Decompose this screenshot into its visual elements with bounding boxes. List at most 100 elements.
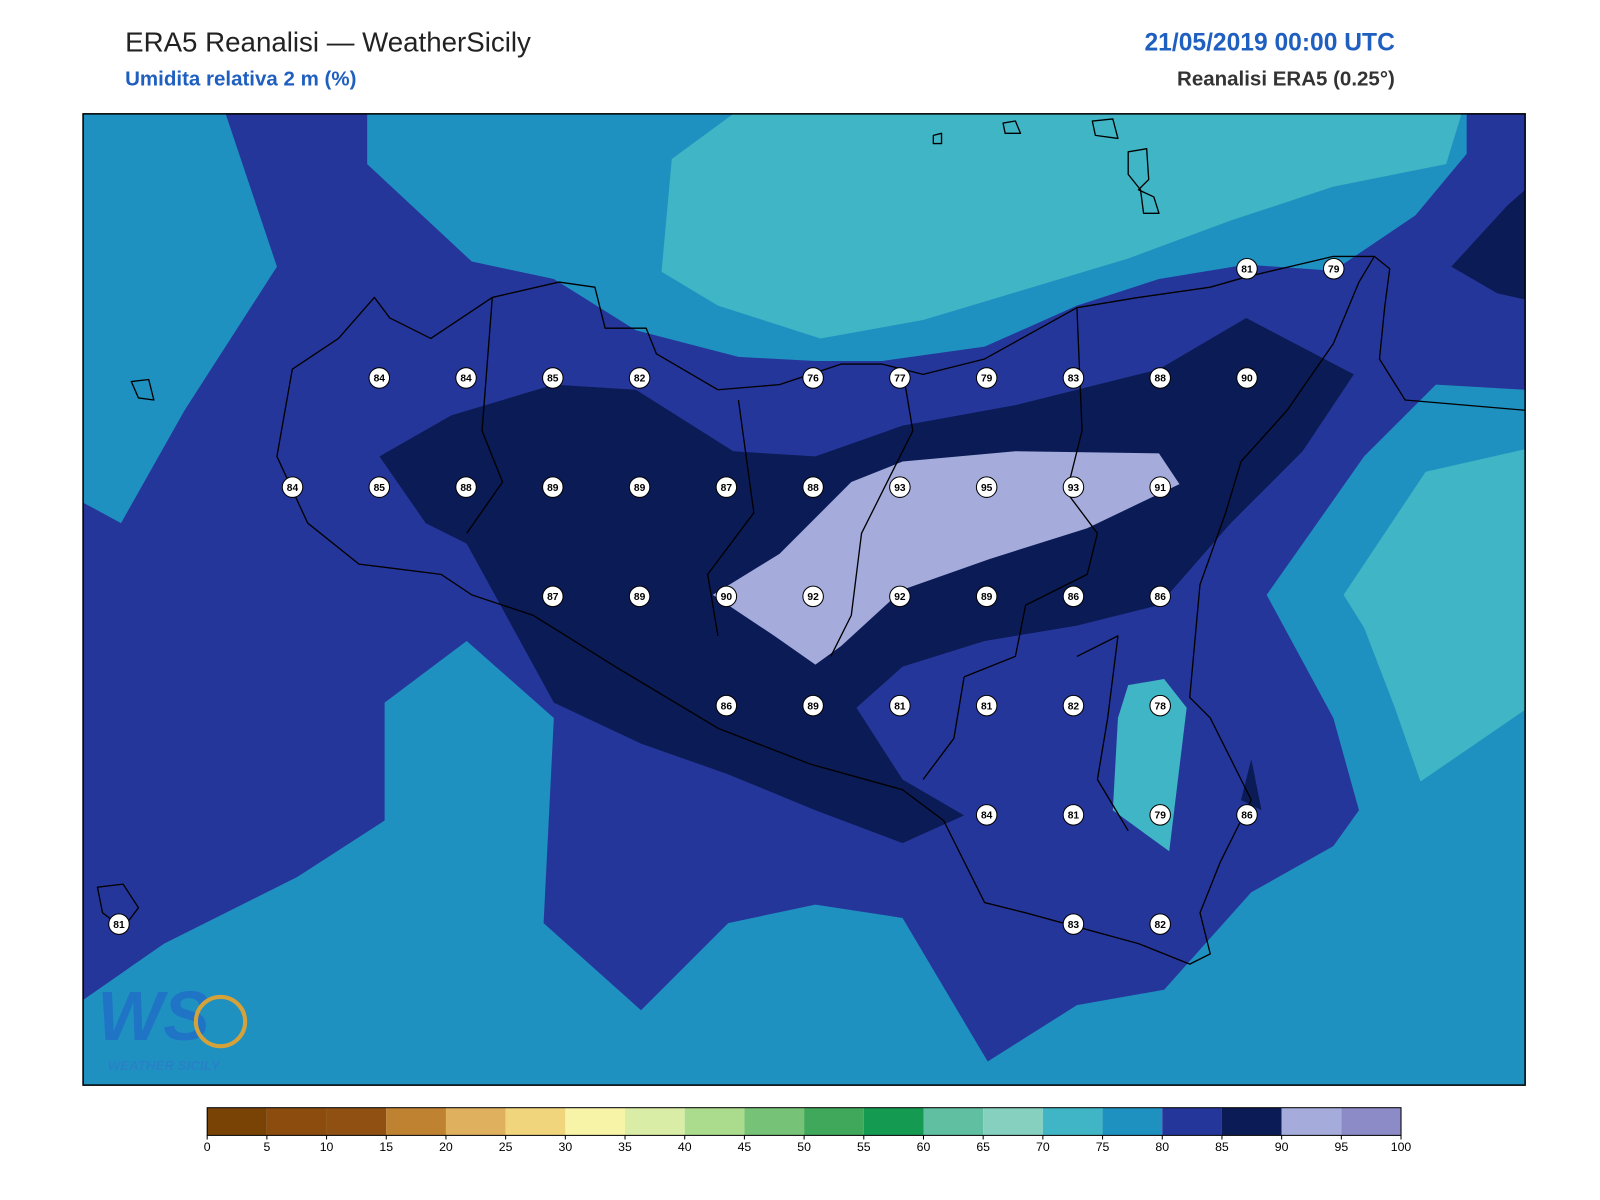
colorbar-segment [565,1107,626,1136]
station-marker [1149,585,1171,608]
coastline [276,255,1376,965]
station-value: 88 [1155,374,1167,385]
station-marker [628,585,651,608]
station-marker [802,585,824,608]
station-marker [281,476,304,498]
station-marker [715,694,738,717]
station-marker [975,694,998,717]
station-value: 86 [1155,592,1167,603]
colorbar-tick-label: 55 [857,1140,871,1154]
station-marker [368,476,391,498]
station-value: 93 [1068,483,1080,494]
station-marker [1062,913,1085,935]
colorbar-tick-label: 60 [917,1140,931,1154]
station-marker [628,367,651,389]
station-marker [1236,367,1258,389]
station-value: 89 [634,592,646,603]
station-marker [1322,257,1345,280]
station-value: 89 [981,592,993,603]
contour-85-90 [1451,189,1526,300]
station-value: 90 [1241,374,1253,385]
colorbar-tick-label: 70 [1036,1140,1050,1154]
station-value: 84 [460,374,472,385]
colorbar-tick-label: 40 [678,1140,692,1154]
colorbar-segment [1102,1107,1163,1136]
colorbar-tick-label: 45 [738,1140,752,1154]
stations: 81 79 84 84 85 82 76 77 79 83 88 90 84 85 88 89 89 87 88 93… [108,257,1345,935]
colorbar-segment [1281,1107,1342,1136]
colorbar-segment [386,1107,446,1136]
station-marker [108,913,130,935]
station-value: 76 [807,374,819,385]
station-marker [975,367,998,389]
station-marker [628,476,651,498]
colorbar-tick-label: 25 [499,1140,513,1154]
subtitle: Umidita relativa 2 m (%) [125,67,356,90]
source: Reanalisi ERA5 (0.25°) [1177,67,1395,90]
station-marker [889,367,911,389]
station-marker [715,476,738,498]
station-marker [715,585,738,608]
station-value: 81 [113,920,125,931]
station-marker [1062,367,1085,389]
station-marker [1149,804,1171,826]
colorbar-segment [1042,1107,1103,1136]
station-value: 87 [721,483,733,494]
logo: WS WEATHER SICILY [97,977,248,1073]
station-value: 81 [1068,811,1080,822]
colorbar-tick-label: 30 [558,1140,572,1154]
station-marker [975,804,998,826]
station-value: 86 [1241,811,1253,822]
station-value: 84 [981,811,993,822]
station-value: 93 [894,483,906,494]
map-frame [82,113,1526,1086]
title: ERA5 Reanalisi — WeatherSicily [125,26,531,57]
station-value: 79 [981,374,993,385]
station-value: 77 [894,374,906,385]
colorbar-segment [1341,1107,1402,1136]
station-value: 90 [721,592,733,603]
station-value: 79 [1155,811,1167,822]
colorbar: 0 5 10 15 20 25 30 35 40 45 50 55 60 65 70 75 80 85 90 95 10… [204,1107,1412,1154]
station-value: 82 [634,374,646,385]
station-value: 85 [547,374,559,385]
colorbar-segment [983,1107,1043,1136]
colorbar-segment [505,1107,566,1136]
colorbar-tick-label: 65 [976,1140,990,1154]
station-value: 81 [894,701,906,712]
station-marker [542,367,564,389]
colorbar-tick-label: 90 [1275,1140,1289,1154]
station-marker [889,476,911,498]
station-marker [1062,804,1085,826]
station-marker [889,694,911,717]
colorbar-tick-label: 75 [1096,1140,1110,1154]
contour-90-95 [712,451,1180,665]
colorbar-tick-label: 5 [263,1140,270,1154]
station-value: 82 [1068,701,1080,712]
colorbar-tick-label: 35 [618,1140,632,1154]
station-marker [455,476,477,498]
colorbar-tick-label: 80 [1155,1140,1169,1154]
colorbar-tick-label: 95 [1334,1140,1348,1154]
colorbar-tick-label: 50 [797,1140,811,1154]
station-value: 81 [1241,264,1253,275]
station-value: 86 [1068,592,1080,603]
colorbar-tick-label: 0 [204,1140,211,1154]
station-marker [1062,476,1085,498]
station-value: 91 [1155,483,1167,494]
colorbar-tick-label: 20 [439,1140,453,1154]
station-marker [889,585,911,608]
colorbar-segment [804,1107,864,1136]
colorbar-tick-label: 100 [1391,1140,1412,1154]
coastline [1373,255,1526,411]
colorbar-tick-label: 10 [320,1140,334,1154]
station-marker [975,585,998,608]
date: 21/05/2019 00:00 UTC [1144,30,1395,57]
contour-85-90 [1241,758,1262,811]
colorbar-segment [744,1107,805,1136]
colorbar-segment [1162,1107,1222,1136]
station-marker [1062,694,1085,717]
station-marker [1149,694,1171,717]
station-value: 86 [721,701,733,712]
